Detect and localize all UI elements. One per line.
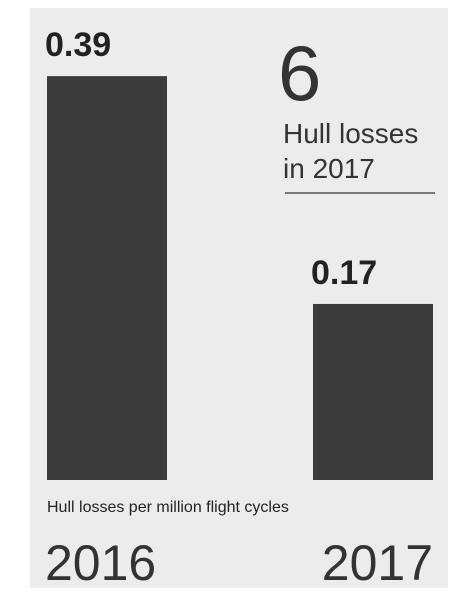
annotation-line: Hull losses	[283, 118, 418, 149]
x-axis-label: Hull losses per million flight cycles	[47, 499, 289, 516]
bar	[47, 76, 167, 480]
x-tick-label: 2017	[322, 535, 433, 591]
annotation-line: in 2017	[283, 153, 375, 184]
value-label: 0.39	[45, 26, 111, 64]
x-tick-label: 2016	[45, 535, 156, 591]
annotation-number: 6	[278, 29, 321, 117]
bar	[313, 303, 433, 480]
value-label: 0.17	[311, 254, 377, 292]
